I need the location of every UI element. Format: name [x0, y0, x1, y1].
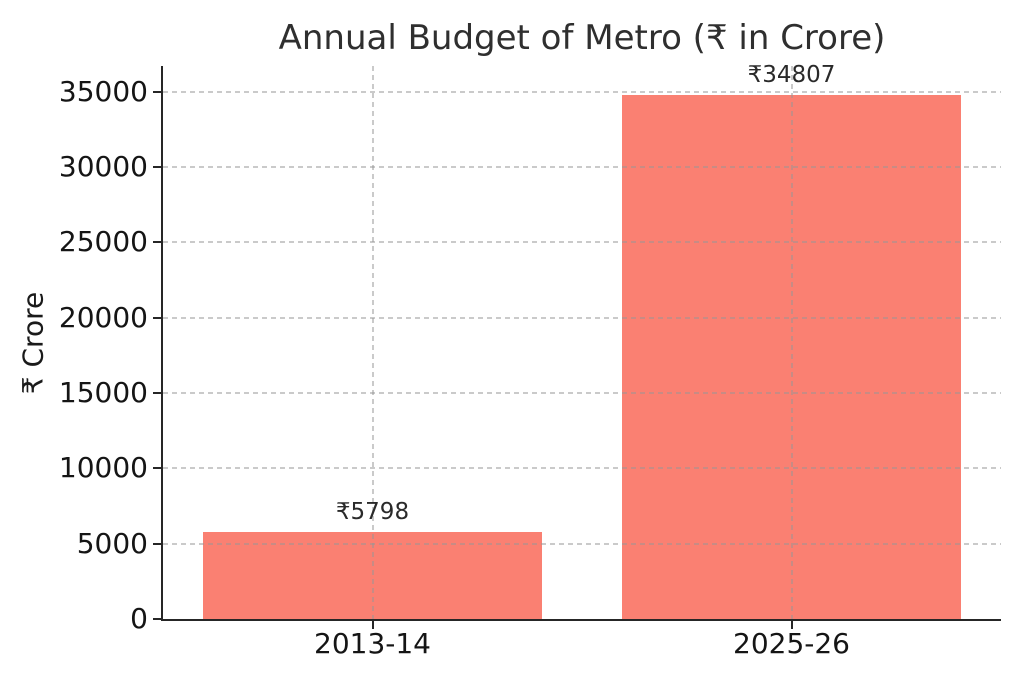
- bar-value-label: ₹5798: [335, 498, 410, 525]
- y-tick-mark: [153, 542, 161, 545]
- y-tick-label: 30000: [58, 149, 148, 183]
- horizontal-gridline: [163, 391, 1001, 394]
- y-tick-label: 15000: [58, 375, 148, 409]
- horizontal-gridline: [163, 316, 1001, 319]
- horizontal-gridline: [163, 241, 1001, 244]
- horizontal-gridline: [163, 542, 1001, 545]
- x-tick-label: 2013-14: [314, 627, 431, 660]
- vertical-gridline: [371, 66, 374, 619]
- plot-area: [161, 66, 1001, 621]
- y-tick-label: 10000: [58, 451, 148, 485]
- y-tick-mark: [153, 467, 161, 470]
- x-tick-mark: [790, 621, 793, 629]
- y-tick-label: 25000: [58, 225, 148, 259]
- vertical-gridline: [790, 66, 793, 619]
- y-tick-label: 35000: [58, 74, 148, 108]
- y-tick-mark: [153, 90, 161, 93]
- y-tick-label: 0: [130, 602, 148, 635]
- bar-value-label: ₹34807: [747, 61, 836, 88]
- x-tick-label: 2025-26: [733, 627, 850, 660]
- horizontal-gridline: [163, 90, 1001, 93]
- horizontal-gridline: [163, 165, 1001, 168]
- y-tick-label: 5000: [76, 526, 148, 560]
- y-tick-label: 20000: [58, 300, 148, 334]
- y-tick-mark: [153, 165, 161, 168]
- y-tick-mark: [153, 391, 161, 394]
- x-tick-mark: [371, 621, 374, 629]
- y-tick-mark: [153, 618, 161, 620]
- y-tick-mark: [153, 316, 161, 319]
- y-tick-mark: [153, 241, 161, 244]
- chart-title: Annual Budget of Metro (₹ in Crore): [278, 18, 886, 58]
- horizontal-gridline: [163, 467, 1001, 470]
